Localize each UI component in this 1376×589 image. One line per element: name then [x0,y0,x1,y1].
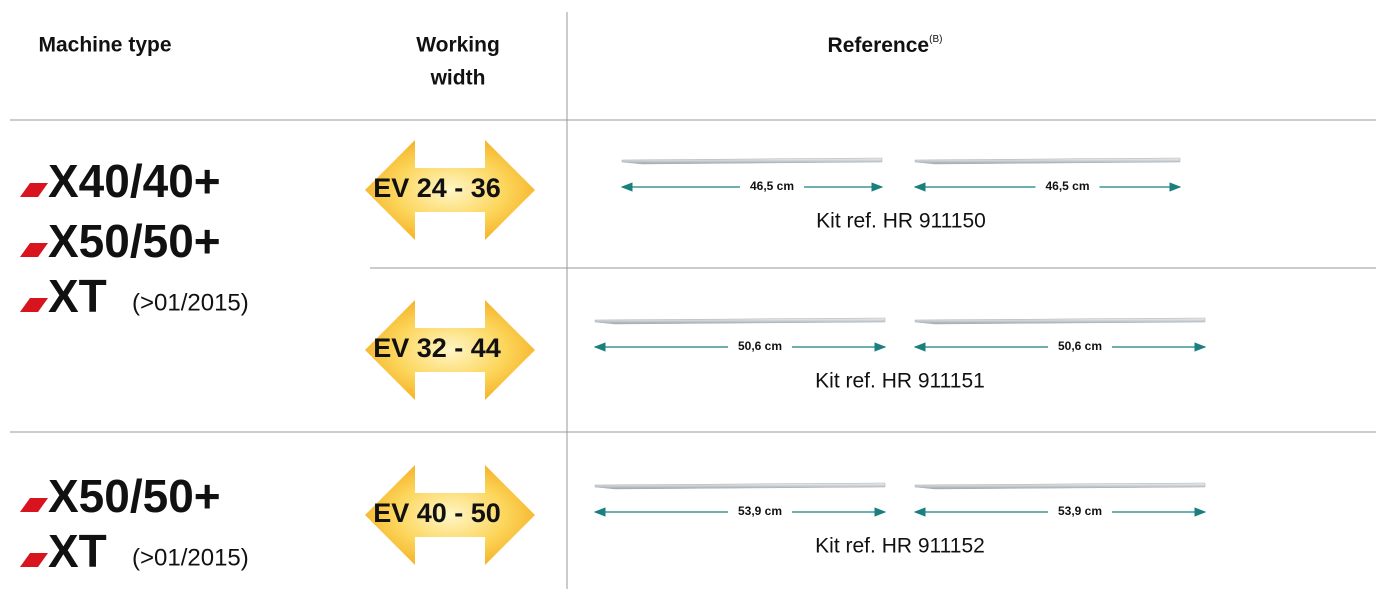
working-width: EV 40 - 50 [373,498,501,528]
length-label: 50,6 cm [738,339,782,353]
length-label: 46,5 cm [750,179,794,193]
header-machine-type: Machine type [38,34,171,57]
blade-image [594,482,886,490]
length-label-bg [1048,504,1112,520]
blade-image [914,157,1181,165]
kit-reference: Kit ref. HR 911151 [815,370,985,393]
red-bullet [20,553,48,567]
blade-image [914,317,1206,325]
length-label: 46,5 cm [1045,179,1089,193]
red-bullet [20,298,48,312]
red-bullet [20,183,48,197]
length-label: 53,9 cm [1058,504,1102,518]
length-label: 50,6 cm [1058,339,1102,353]
header-reference: Reference(B) [828,34,943,57]
length-label-bg [740,179,804,195]
blade-image [914,482,1206,490]
length-label-bg [1048,339,1112,355]
header-reference-text: Reference [828,34,930,57]
kit-reference: Kit ref. HR 911150 [816,210,986,233]
header-reference-note: (B) [929,34,942,45]
machine-note: (>01/2015) [132,544,249,571]
width-arrow [365,140,535,240]
length-label-bg [728,339,792,355]
length-label-bg [728,504,792,520]
length-label: 53,9 cm [738,504,782,518]
red-bullet [20,498,48,512]
width-arrow [365,465,535,565]
working-width: EV 24 - 36 [373,173,501,203]
machine-name: X50/50+ [48,470,221,522]
blade-image [621,157,883,165]
red-bullet [20,243,48,257]
header-working-width: Working [416,34,500,57]
machine-name: X40/40+ [48,155,221,207]
length-label-bg [1035,179,1100,195]
header-working-width: width [430,67,486,90]
width-arrow [365,300,535,400]
machine-name: XT [48,525,107,577]
blade-image [594,317,886,325]
machine-name: X50/50+ [48,215,221,267]
working-width: EV 32 - 44 [373,333,501,363]
kit-reference: Kit ref. HR 911152 [815,535,985,558]
machine-name: XT [48,270,107,322]
machine-note: (>01/2015) [132,289,249,316]
